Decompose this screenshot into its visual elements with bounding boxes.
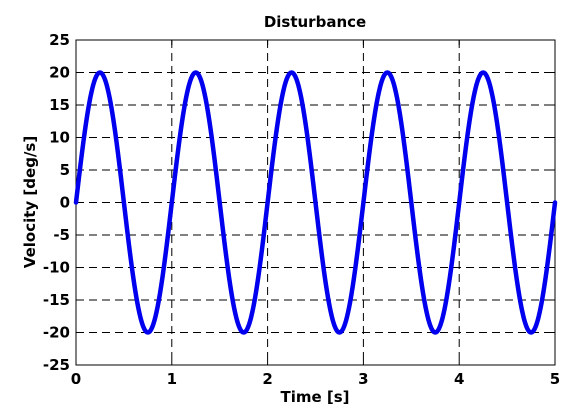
x-tick-label-1: 1: [167, 370, 177, 388]
x-tick-label-2: 2: [262, 370, 272, 388]
y-tick-label-8: 15: [49, 96, 70, 114]
x-tick-label-5: 5: [550, 370, 560, 388]
series-layer: [73, 70, 558, 335]
y-tick-label-10: 25: [49, 31, 70, 49]
y-tick-label-5: 0: [60, 194, 70, 212]
y-axis-label: Velocity [deg/s]: [21, 136, 39, 268]
x-tick-labels: 0 1 2 3 4 5: [71, 370, 560, 388]
y-tick-label-0: -25: [43, 356, 70, 374]
y-tick-label-3: -10: [43, 259, 70, 277]
y-tick-label-2: -15: [43, 291, 70, 309]
y-tick-label-1: -20: [43, 324, 70, 342]
series-line-0: [73, 70, 558, 335]
x-tick-label-0: 0: [71, 370, 81, 388]
y-tick-label-9: 20: [49, 64, 70, 82]
y-tick-label-6: 5: [60, 161, 70, 179]
x-tick-label-3: 3: [358, 370, 368, 388]
x-axis-label: Time [s]: [280, 388, 349, 406]
y-tick-labels: -25 -20 -15 -10 -5 0 5 10 15 20 25: [43, 31, 70, 374]
x-tick-label-4: 4: [454, 370, 464, 388]
y-tick-label-7: 10: [49, 129, 70, 147]
y-tick-label-4: -5: [53, 226, 70, 244]
chart-title: Disturbance: [264, 13, 366, 31]
